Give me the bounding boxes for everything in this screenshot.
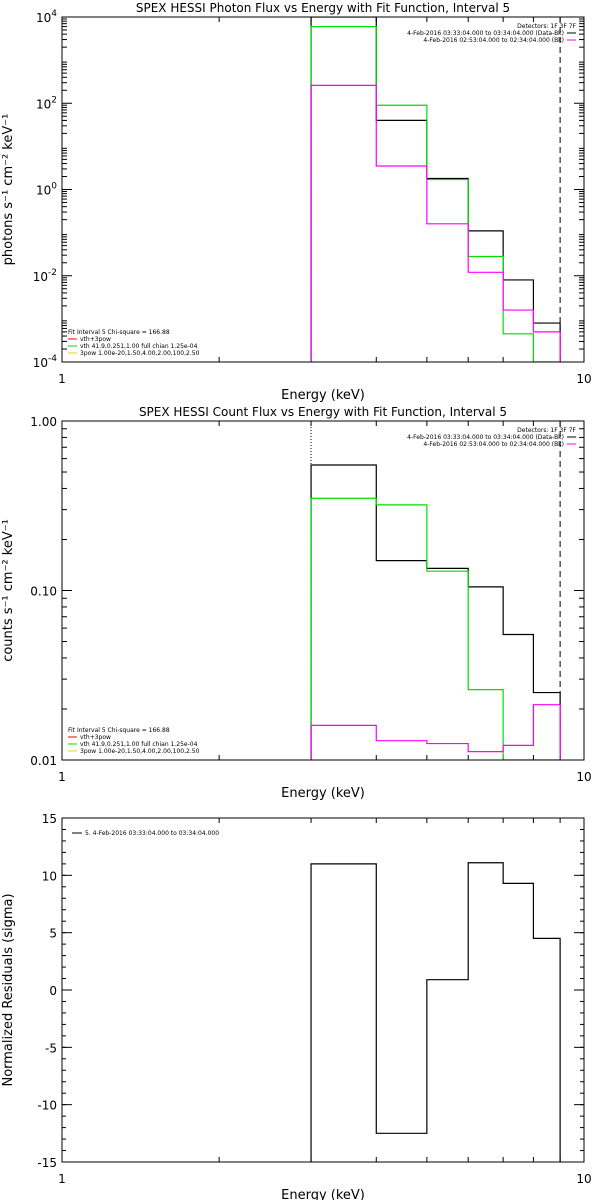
legend-header: Detectors: 1F 3F 7F: [517, 23, 576, 30]
legend-entry: vth+3pow: [80, 336, 111, 343]
y-tick-label: 100: [36, 182, 57, 198]
y-tick-label: -5: [45, 1041, 57, 1055]
y-tick-label: 0.10: [30, 585, 57, 599]
plot-frame: [61, 420, 585, 761]
x-axis-label: Energy (keV): [281, 1188, 365, 1200]
series-2-step-line: [310, 497, 561, 760]
x-tick-label: 10: [576, 1172, 591, 1186]
plot-frame: [61, 817, 585, 1163]
y-tick-label: 5: [49, 927, 57, 941]
y-tick-label: 0: [49, 984, 57, 998]
chart-title: SPEX HESSI Photon Flux vs Energy with Fi…: [136, 1, 510, 15]
y-tick-label: 1.00: [30, 415, 57, 429]
y-tick-label: 104: [36, 9, 57, 25]
series-3-step-line: [310, 704, 561, 760]
y-tick-label: 10: [42, 869, 57, 883]
x-tick-label: 10: [576, 770, 591, 784]
series-1-step-line: [310, 862, 561, 1162]
x-tick-label: 1: [58, 1172, 66, 1186]
series-1-step-line: [310, 464, 561, 760]
y-axis-label: photons s⁻¹ cm⁻² keV⁻¹: [1, 114, 16, 266]
plot-frame: [61, 16, 585, 363]
y-axis-label: counts s⁻¹ cm⁻² keV⁻¹: [1, 519, 16, 662]
series-2-step-line: [310, 25, 561, 362]
legend-entry: vth 41.9,0.251,1.00 full chian 1.25e-04: [80, 343, 198, 350]
legend-header: Detectors: 1F 3F 7F: [517, 427, 576, 434]
y-tick-label: 10-4: [33, 354, 58, 370]
x-axis-label: Energy (keV): [281, 786, 365, 801]
y-tick-label: 0.01: [30, 754, 57, 768]
legend-header: Fit Interval 5 Chi-square = 166.88: [68, 727, 170, 734]
legend-entry: 3pow 1.00e-20,1.50,4.00,2.00,100,2.50: [80, 350, 200, 357]
x-tick-label: 10: [576, 372, 591, 386]
series-3-step-line: [310, 84, 561, 362]
y-tick-label: -15: [37, 1156, 57, 1170]
panel-1: SPEX HESSI Photon Flux vs Energy with Fi…: [1, 1, 592, 403]
legend-entry: vth 41.9,0.251,1.00 full chian 1.25e-04: [80, 741, 198, 748]
y-axis-label: Normalized Residuals (sigma): [1, 893, 16, 1086]
x-tick-label: 1: [58, 372, 66, 386]
legend-entry: 4-Feb-2016 03:33:04.000 to 03:34:04.000 …: [407, 30, 564, 37]
legend-entry: 3pow 1.00e-20,1.50,4.00,2.00,100,2.50: [80, 748, 200, 755]
panel-2: SPEX HESSI Count Flux vs Energy with Fit…: [1, 405, 592, 801]
legend-entry: 4-Feb-2016 03:33:04.000 to 03:34:04.000 …: [407, 434, 564, 441]
panel-3: 1 10 Energy (keV) 15 10 5 0 -5 -10 -15 Normalized …: [1, 812, 592, 1200]
y-tick-label: -10: [37, 1099, 57, 1113]
legend-entry: 4-Feb-2016 02:53:04.000 to 02:34:04.000 …: [423, 37, 564, 44]
chart-title: SPEX HESSI Count Flux vs Energy with Fit…: [139, 405, 507, 419]
legend-entry: vth+3pow: [80, 734, 111, 741]
y-tick-label: 102: [36, 95, 57, 111]
legend-entry: 4-Feb-2016 02:53:04.000 to 02:34:04.000 …: [423, 441, 564, 448]
legend-header: Fit Interval 5 Chi-square = 166.88: [68, 329, 170, 336]
y-tick-label: 15: [42, 812, 57, 826]
y-tick-label: 10-2: [33, 268, 57, 284]
x-tick-label: 1: [58, 770, 66, 784]
x-axis-label: Energy (keV): [281, 388, 365, 403]
legend-entry: 5. 4-Feb-2016 03:33:04.000 to 03:34:04.0…: [85, 830, 219, 837]
